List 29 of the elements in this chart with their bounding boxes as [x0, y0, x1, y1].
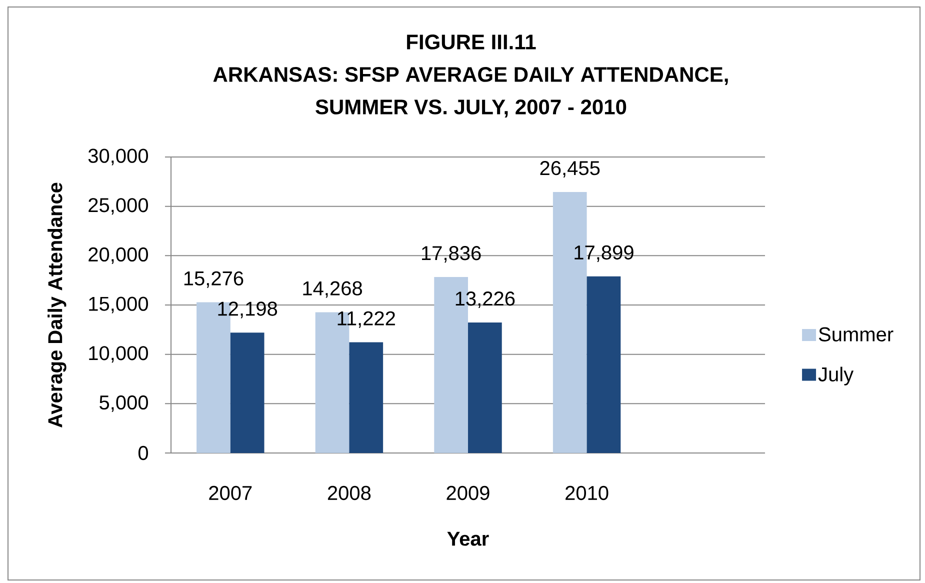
x-tick-label: 2007: [209, 486, 252, 500]
data-label: 15,276: [184, 271, 244, 288]
y-tick-label: 25,000: [88, 198, 148, 215]
legend-label: July: [818, 366, 854, 386]
bar: [586, 276, 621, 453]
data-label: 12,198: [218, 302, 278, 318]
data-label: 17,836: [422, 246, 481, 263]
y-tick-label: 0: [138, 446, 148, 460]
data-label: 17,899: [574, 245, 634, 262]
x-axis-title: Year: [447, 532, 489, 546]
data-label: 11,222: [338, 311, 395, 328]
bar: [230, 332, 264, 453]
y-tick-label: 10,000: [89, 346, 148, 363]
bar: [349, 342, 384, 453]
y-tick-label: 5,000: [100, 395, 148, 412]
y-tick-label: 15,000: [89, 296, 148, 314]
y-tick-label: 30,000: [88, 148, 148, 166]
data-label: 26,455: [540, 161, 600, 178]
data-label: 13,226: [456, 292, 515, 308]
chart-title: FIGURE III.11: [407, 34, 536, 50]
bar: [468, 322, 502, 453]
x-tick-label: 2009: [446, 486, 490, 500]
x-tick-label: 2010: [566, 486, 608, 500]
legend-label: Summer: [818, 327, 894, 342]
chart-subtitle: ARKANSAS: SFSP AVERAGE DAILY ATTENDANCE, SUMMER VS. JULY, 2007 - 2010: [213, 67, 728, 118]
y-axis-title: Average Daily Attendance: [48, 182, 66, 428]
x-tick-label: 2008: [328, 486, 371, 500]
y-tick-label: 20,000: [88, 247, 148, 264]
data-label: 14,268: [303, 281, 362, 298]
